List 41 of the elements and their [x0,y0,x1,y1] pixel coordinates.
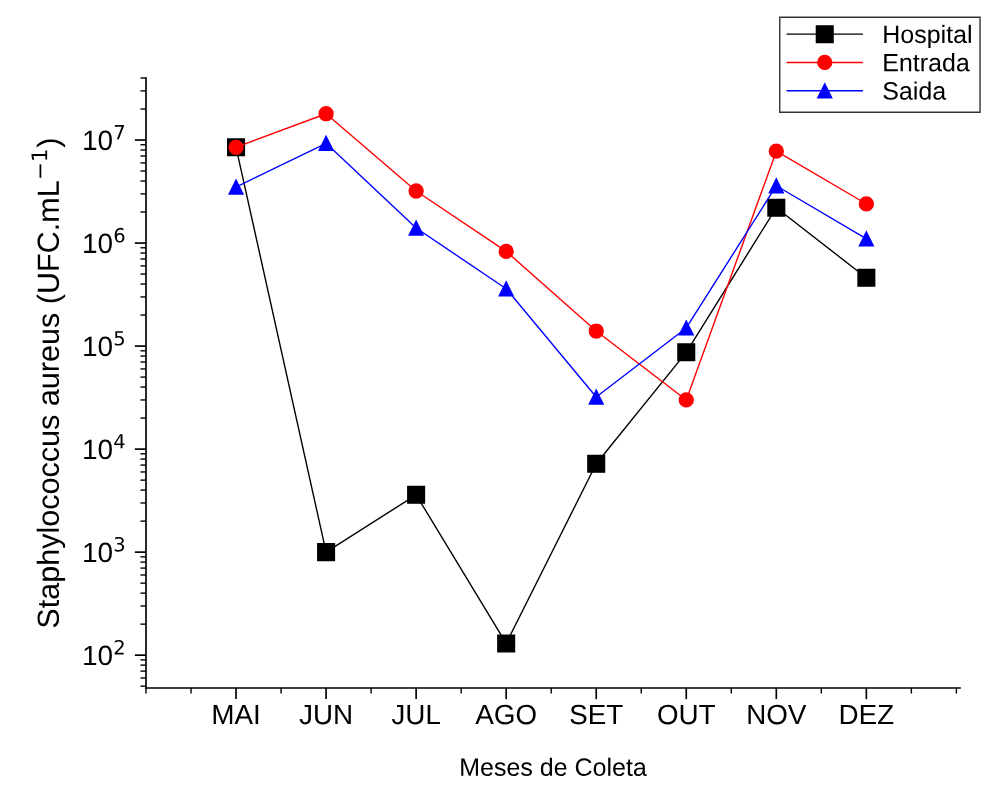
point [318,135,334,151]
point [678,392,694,408]
point [857,268,876,287]
x-tick-label: DEZ [840,704,894,725]
point [588,323,604,339]
x-tick-label: SET [570,704,623,725]
y-tick-label: 10$^{3}$ [84,536,125,563]
y-tick-label: 10$^{5}$ [84,331,124,357]
point [858,196,874,212]
point [587,454,606,473]
point [678,320,694,336]
point [768,178,784,194]
point [317,543,336,562]
point [497,634,516,653]
legend-label: Hospital [884,24,971,49]
point [498,281,514,297]
point [318,106,334,122]
y-axis-title: Staphylococcus aureus (UFC.mL$^{−1}$) [31,139,66,628]
point [768,143,784,159]
x-tick-label: AGO [475,704,536,725]
x-tick-label: NOV [748,704,807,725]
point [677,343,696,362]
x-tick-label: MAI [213,704,259,725]
point [407,485,426,504]
point [228,179,244,195]
x-tick-label: OUT [658,704,715,725]
point [498,243,514,260]
point [767,198,786,217]
x-axis-title: Meses de Coleta [461,757,647,777]
point [588,389,604,405]
legend-label: Entrada [884,53,970,72]
point [858,231,874,247]
legend-label: Saida [883,81,947,100]
x-tick-label: JUL [391,704,440,725]
y-tick-label: 10$^{4}$ [84,434,125,460]
y-tick-label: 10$^{6}$ [84,227,125,254]
y-tick-label: 10$^{2}$ [84,639,124,666]
point [408,183,424,199]
y-tick-label: 10$^{7}$ [84,125,124,151]
point [408,220,424,236]
x-tick-label: JUN [299,704,351,725]
